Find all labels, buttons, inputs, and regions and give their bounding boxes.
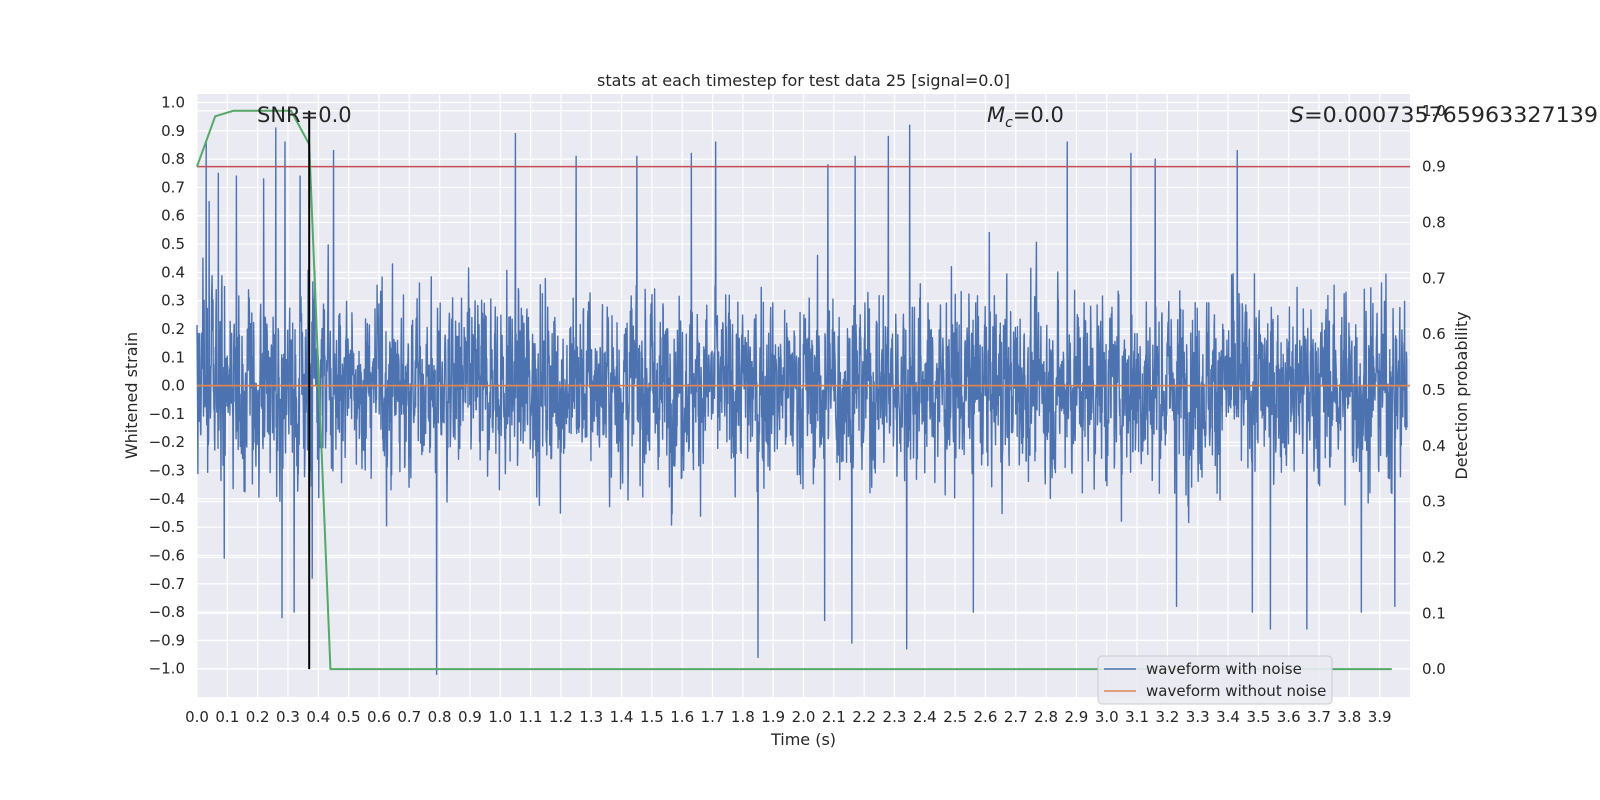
y-tick-label-left: 0.1	[161, 348, 185, 366]
chart-title: stats at each timestep for test data 25 …	[597, 71, 1010, 90]
annotation-mc-value: =0.0	[1013, 103, 1064, 127]
series-waveform-with-noise	[196, 124, 1408, 676]
annotation-snr: SNR=0.0	[257, 103, 352, 127]
x-tick-label: 1.3	[579, 708, 603, 726]
annotation-mc-symbol: M	[987, 103, 1005, 127]
x-tick-label: 2.4	[913, 708, 937, 726]
x-tick-label: 1.8	[731, 708, 755, 726]
y-axis-label-right: Detection probability	[1452, 311, 1471, 479]
x-tick-label: 1.0	[488, 708, 512, 726]
x-tick-label: 0.2	[246, 708, 270, 726]
x-tick-label: 2.2	[852, 708, 876, 726]
y-tick-label-left: 0.7	[161, 178, 185, 196]
x-tick-label: 0.4	[306, 708, 330, 726]
x-tick-label: 1.9	[761, 708, 785, 726]
x-tick-label: 3.3	[1186, 708, 1210, 726]
y-tick-label-right: 0.7	[1422, 269, 1446, 287]
detection-probability-line	[196, 109, 1392, 671]
y-tick-label-right: 0.1	[1422, 604, 1446, 622]
overlay-lines	[196, 109, 1410, 671]
y-tick-label-right: 0.0	[1422, 660, 1446, 678]
x-tick-label: 2.1	[822, 708, 846, 726]
x-tick-label: 0.8	[428, 708, 452, 726]
legend-label-with-noise: waveform with noise	[1146, 660, 1302, 678]
x-tick-label: 3.4	[1216, 708, 1240, 726]
x-tick-label: 3.7	[1307, 708, 1331, 726]
x-tick-label: 3.0	[1095, 708, 1119, 726]
x-tick-label: 0.3	[276, 708, 300, 726]
y-tick-label-left: 0.5	[161, 235, 185, 253]
x-tick-label: 2.7	[1004, 708, 1028, 726]
x-tick-label: 2.8	[1034, 708, 1058, 726]
y-tick-label-left: 0.0	[161, 377, 185, 395]
y-tick-label-left: −0.5	[149, 518, 185, 536]
x-tick-label: 1.1	[519, 708, 543, 726]
y-tick-label-left: −0.6	[149, 546, 185, 564]
y-tick-label-right: 0.6	[1422, 325, 1446, 343]
y-tick-label-right: 0.9	[1422, 158, 1446, 176]
x-tick-label: 0.9	[458, 708, 482, 726]
y-tick-label-left: −0.1	[149, 405, 185, 423]
y-tick-label-left: 0.8	[161, 150, 185, 168]
y-tick-label-right: 0.5	[1422, 381, 1446, 399]
y-tick-label-left: −1.0	[149, 660, 185, 678]
y-tick-label-right: 0.4	[1422, 437, 1446, 455]
x-tick-label: 3.8	[1337, 708, 1361, 726]
x-tick-label: 1.5	[640, 708, 664, 726]
x-tick-label: 0.0	[185, 708, 209, 726]
y-tick-label-left: 0.2	[161, 320, 185, 338]
x-tick-label: 1.6	[670, 708, 694, 726]
x-tick-label: 3.5	[1246, 708, 1270, 726]
x-tick-label: 2.0	[792, 708, 816, 726]
x-tick-label: 1.4	[610, 708, 634, 726]
annotation-chirp-mass: Mc=0.0	[987, 103, 1064, 131]
y-tick-label-right: 1.0	[1422, 102, 1446, 120]
y-tick-label-left: 0.4	[161, 263, 185, 281]
y-tick-label-left: 0.3	[161, 292, 185, 310]
x-tick-label: 2.6	[974, 708, 998, 726]
x-tick-label: 0.1	[215, 708, 239, 726]
annotation-s-symbol: S	[1290, 103, 1304, 127]
x-tick-label: 3.6	[1277, 708, 1301, 726]
annotation-s-value: =0.000735765963327139	[1304, 103, 1598, 127]
x-tick-label: 1.7	[701, 708, 725, 726]
y-tick-label-left: 0.9	[161, 122, 185, 140]
y-tick-label-left: 0.6	[161, 207, 185, 225]
y-tick-label-left: 1.0	[161, 93, 185, 111]
y-tick-label-right: 0.3	[1422, 493, 1446, 511]
x-tick-label: 2.3	[883, 708, 907, 726]
y-tick-label-left: −0.3	[149, 462, 185, 480]
y-tick-label-left: −0.4	[149, 490, 185, 508]
legend: waveform with noise waveform without noi…	[1097, 655, 1333, 705]
y-tick-label-left: −0.7	[149, 575, 185, 593]
x-tick-label: 0.6	[367, 708, 391, 726]
axis-ticks: 0.0 0.1 0.2 0.3 0.4 0.5 0.6 0.7 0.8 0.9 1.0 1.1 1.2 1…	[149, 93, 1446, 726]
x-tick-label: 2.5	[943, 708, 967, 726]
y-tick-label-left: −0.9	[149, 631, 185, 649]
y-tick-label-left: −0.8	[149, 603, 185, 621]
x-axis-label: Time (s)	[770, 730, 836, 749]
y-tick-label-right: 0.8	[1422, 213, 1446, 231]
y-tick-label-left: −0.2	[149, 433, 185, 451]
annotation-s: S=0.000735765963327139	[1290, 103, 1598, 127]
x-tick-label: 0.7	[397, 708, 421, 726]
x-tick-label: 3.2	[1155, 708, 1179, 726]
legend-box	[1097, 655, 1333, 705]
x-tick-label: 3.1	[1125, 708, 1149, 726]
y-axis-label-left: Whitened strain	[122, 332, 141, 459]
x-tick-label: 0.5	[337, 708, 361, 726]
annotation-mc-subscript: c	[1005, 115, 1013, 131]
x-tick-label: 1.2	[549, 708, 573, 726]
x-tick-label: 3.9	[1368, 708, 1392, 726]
waveform-with-noise-line	[196, 124, 1408, 676]
y-tick-label-right: 0.2	[1422, 548, 1446, 566]
x-tick-label: 2.9	[1064, 708, 1088, 726]
legend-label-without-noise: waveform without noise	[1146, 682, 1326, 700]
